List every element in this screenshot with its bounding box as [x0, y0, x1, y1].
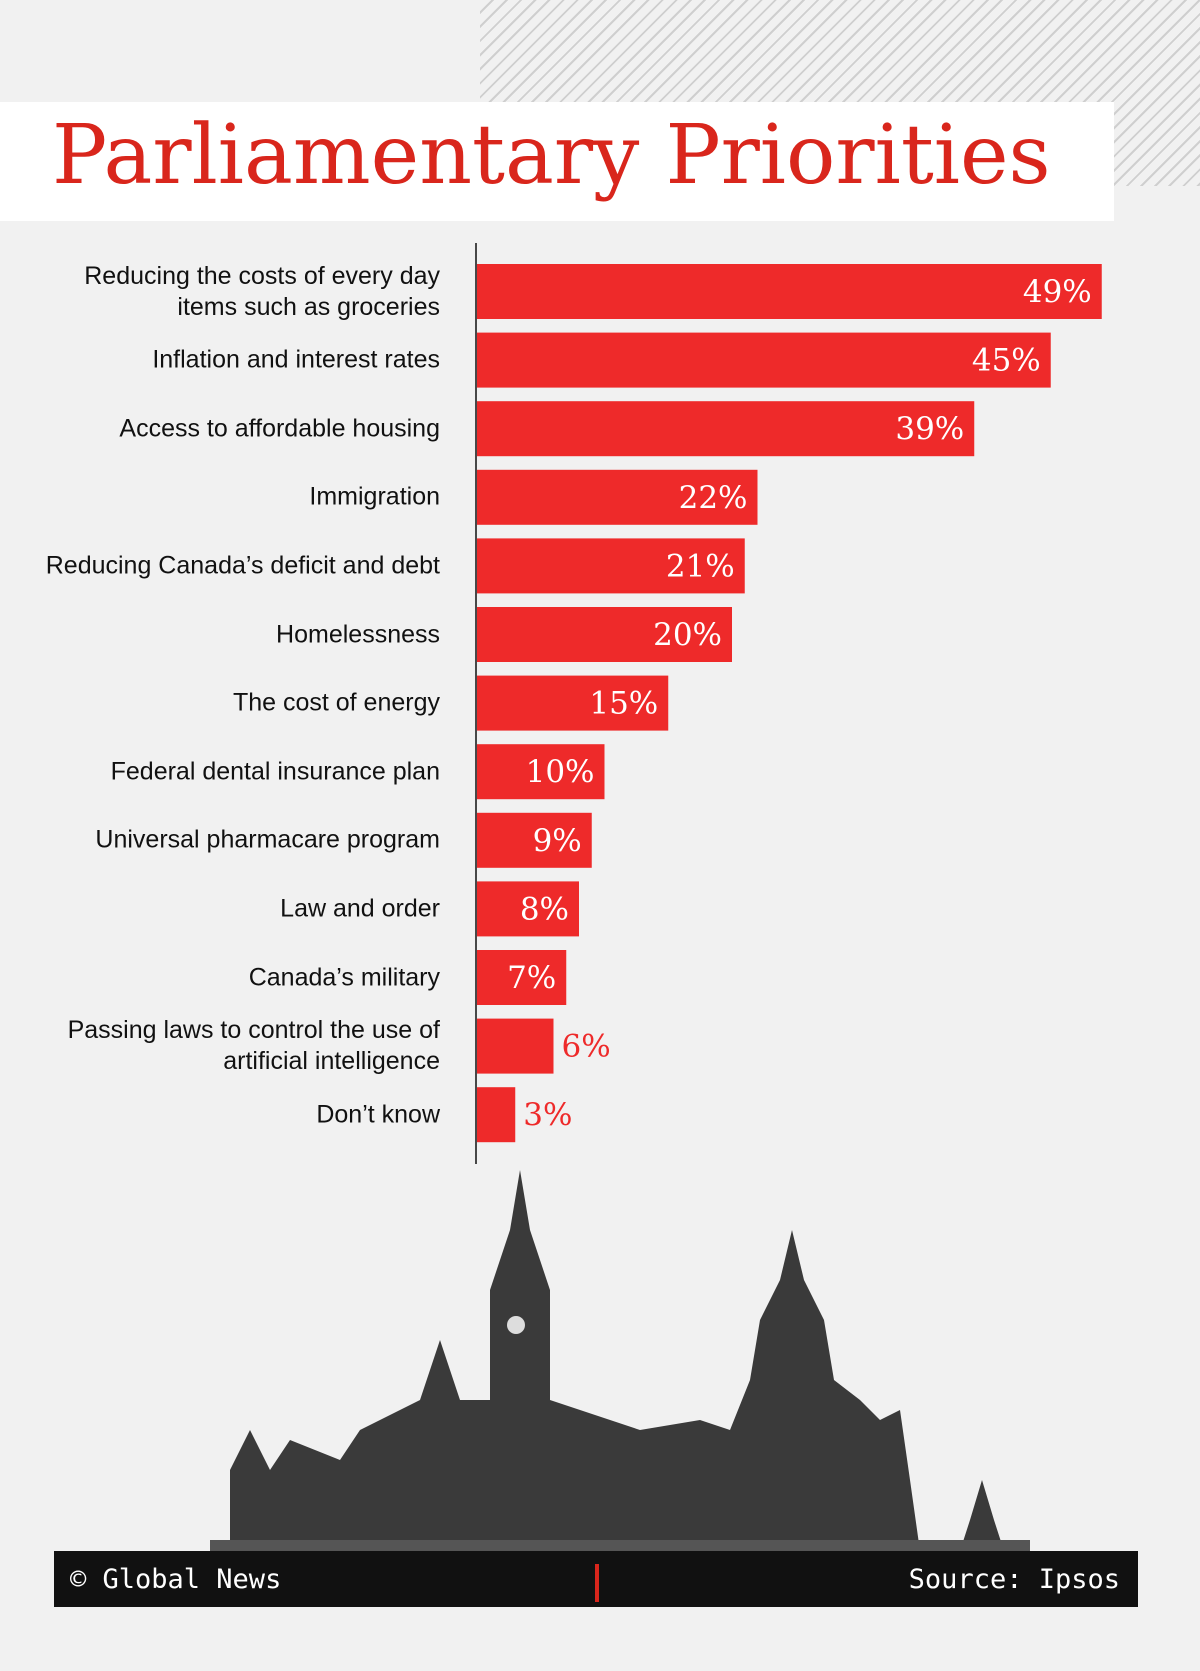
bar [477, 881, 579, 937]
clock [507, 1316, 525, 1334]
category-label: Law and order [280, 894, 440, 923]
category-label: The cost of energy [232, 688, 440, 717]
bar [477, 264, 1102, 319]
credit: © Global News [70, 1564, 282, 1595]
category-label: Inflation and interest rates [152, 345, 440, 374]
value-label: 6% [562, 1029, 611, 1065]
category-label: Reducing Canada’s deficit and debt [45, 551, 440, 580]
value-label: 49% [1023, 274, 1092, 310]
category-label: Federal dental insurance plan [110, 757, 440, 786]
footer: © Global News Source: Ipsos [54, 1551, 1138, 1607]
building [960, 1480, 1004, 1551]
value-label: 39% [895, 411, 964, 447]
category-label: Universal pharmacare program [95, 825, 440, 854]
ground [210, 1540, 1030, 1552]
bar [477, 538, 745, 594]
bar [477, 1018, 554, 1074]
category-label: Canada’s military [248, 963, 440, 991]
value-label: 3% [523, 1097, 572, 1133]
value-label: 45% [972, 343, 1041, 379]
bar [477, 1087, 516, 1143]
category-label: Access to affordable housing [119, 414, 440, 443]
source: Source: Ipsos [908, 1564, 1120, 1595]
category-label: Don’t know [316, 1100, 440, 1129]
bar [477, 607, 732, 662]
bar [477, 401, 975, 457]
value-label: 15% [589, 686, 658, 722]
value-label: 9% [533, 823, 582, 859]
category-label: Immigration [309, 482, 440, 511]
building [230, 1170, 920, 1551]
value-label: 21% [666, 548, 735, 584]
bar [477, 675, 669, 731]
bar [477, 744, 605, 800]
value-label: 10% [526, 754, 595, 790]
divider [595, 1564, 599, 1602]
value-label: 20% [653, 617, 722, 653]
parliament [210, 1170, 1030, 1552]
value-label: 8% [520, 891, 569, 927]
bar [477, 469, 758, 525]
value-label: 7% [507, 960, 556, 996]
category-label: Reducing the costs of every day items su… [84, 261, 440, 321]
value-label: 22% [679, 480, 748, 516]
bar [477, 812, 592, 868]
title-box [0, 102, 1114, 221]
category-label: Passing laws to control the use of artif… [67, 1016, 440, 1076]
bar [477, 950, 567, 1005]
bar [477, 332, 1051, 388]
category-label: Homelessness [276, 620, 440, 648]
chart-title: Parliamentary Priorities [52, 108, 1051, 203]
